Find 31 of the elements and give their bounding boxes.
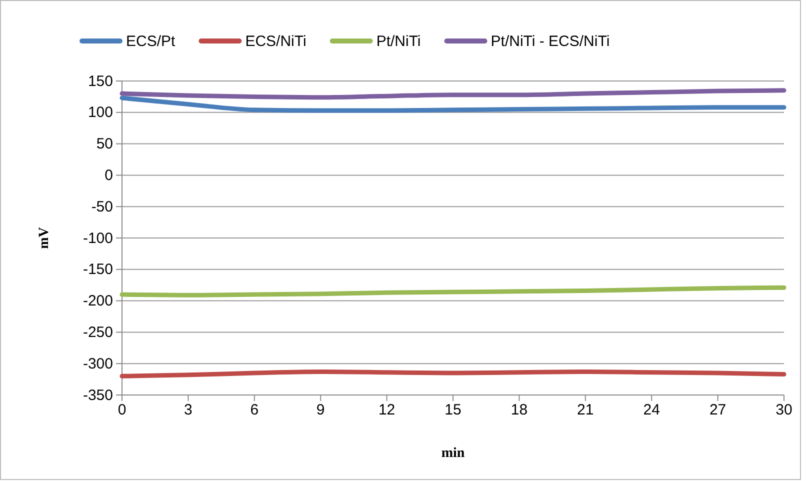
line-series [120,88,786,100]
y-tick-label: -200 [82,292,113,310]
y-tick-label: 150 [88,72,113,90]
y-tick-label: -150 [82,261,113,278]
legend-label: Pt/NiTi [376,33,421,50]
y-tick-label: 100 [88,104,113,122]
y-tick-label: -50 [91,198,113,216]
x-tick-label: 30 [776,402,792,419]
x-tick-label: 3 [184,402,192,419]
y-axis-title: mV [37,227,52,249]
x-tick-label: 12 [378,402,396,419]
y-tick-label: 50 [96,136,113,153]
legend-label: Pt/NiTi - ECS/NiTi [490,33,610,50]
x-tick-label: 6 [250,402,259,419]
y-tick-label: -300 [82,355,113,372]
x-tick-label: 18 [510,402,528,419]
x-tick-label: 0 [118,402,126,419]
legend-label: ECS/Pt [126,33,176,50]
x-axis-title: min [441,446,465,461]
line-series [120,285,786,298]
x-tick-label: 15 [444,402,462,419]
y-tick-label: -100 [82,230,113,247]
x-tick-label: 27 [709,402,726,419]
y-tick-label: -250 [82,324,113,341]
x-tick-label: 21 [577,402,594,419]
y-tick-label: -350 [82,386,113,404]
line-series [120,96,786,113]
x-tick-label: 24 [643,402,660,419]
x-tick-label: 9 [316,402,325,419]
y-tick-label: 0 [104,167,113,184]
legend-label: ECS/NiTi [245,33,306,50]
